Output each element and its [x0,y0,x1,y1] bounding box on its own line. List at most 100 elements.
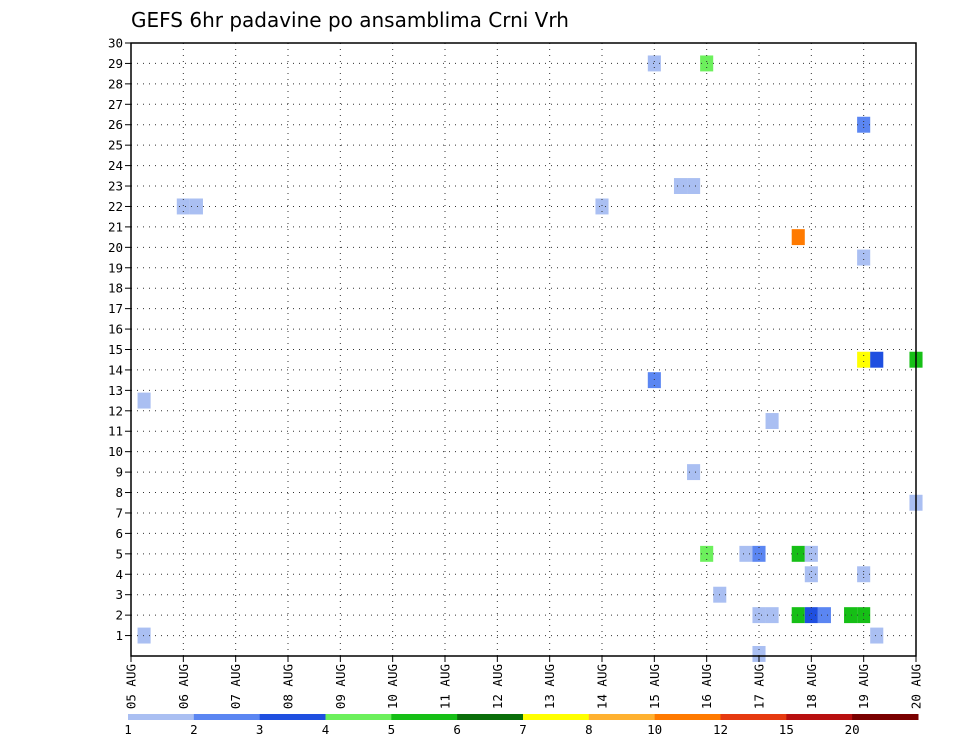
colorbar-swatch [259,714,326,720]
precip-cell [687,464,701,481]
precip-cell [870,351,884,368]
precip-cell [804,607,818,624]
colorbar-swatch [193,714,261,720]
precip-cell [804,566,818,583]
colorbar-label: 5 [388,722,396,737]
colorbar-label: 15 [779,722,794,737]
x-tick-label: 16 AUG [699,664,714,709]
colorbar-swatch [720,714,787,720]
y-tick-label: 15 [108,342,123,357]
colorbar-label: 10 [647,722,662,737]
y-tick-label: 21 [108,219,123,234]
precip-cell [817,607,831,624]
precip-cell [673,178,688,195]
x-tick-label: 05 AUG [124,664,139,709]
y-tick-label: 6 [115,526,123,541]
colorbar-swatch [523,714,590,720]
y-tick-label: 22 [108,199,123,214]
y-tick-label: 18 [108,281,123,296]
x-tick-label: 15 AUG [647,664,662,709]
colorbar-swatch [325,714,392,720]
precip-cell [739,545,753,562]
y-tick-label: 14 [108,362,123,377]
precip-cell [647,55,661,72]
colorbar-swatch [128,714,195,720]
precip-cell [647,372,661,389]
x-tick-label: 18 AUG [804,664,819,709]
x-axis: 05 AUG 06 AUG 07 AUG 08 AUG 09 AUG 10 AUG 11 A… [124,656,924,709]
colorbar-label: 4 [322,722,330,737]
colorbar-swatch [457,714,524,720]
precip-cell [700,55,714,72]
colorbar-swatch [786,714,853,720]
colorbar-label: 20 [845,722,860,737]
precip-cell [687,178,701,195]
y-tick-label: 19 [108,260,123,275]
y-tick-label: 8 [115,485,123,500]
y-tick-label: 26 [108,117,123,132]
precip-cell [137,392,151,409]
precip-cell [189,198,203,215]
precip-cell [791,545,805,562]
y-tick-label: 3 [115,587,123,602]
y-tick-label: 5 [115,546,123,561]
data-cells [137,55,923,662]
colorbar-label: 8 [585,722,593,737]
colorbar-label: 3 [256,722,264,737]
y-tick-label: 30 [108,36,123,51]
precip-cell [857,249,871,266]
colorbar-swatch [588,714,656,720]
x-tick-label: 20 AUG [909,664,924,709]
y-tick-label: 20 [108,240,123,255]
y-tick-label: 24 [108,158,123,173]
precip-cell [844,607,858,624]
colorbar-label: 12 [713,722,728,737]
y-tick-label: 23 [108,179,123,194]
y-tick-label: 12 [108,403,123,418]
precip-cell [176,198,190,215]
colorbar-label: 2 [190,722,198,737]
precip-cell [752,645,766,662]
y-tick-label: 13 [108,383,123,398]
precip-cell [752,607,766,624]
x-tick-label: 17 AUG [752,664,767,709]
y-tick-label: 4 [115,567,123,582]
y-tick-label: 1 [115,628,123,643]
colorbar-swatch [852,714,919,720]
x-tick-label: 12 AUG [490,664,505,709]
precip-cell [765,413,779,429]
precip-cell [870,627,884,644]
x-tick-label: 08 AUG [281,664,296,709]
x-tick-label: 14 AUG [595,664,610,709]
y-tick-label: 10 [108,444,123,459]
colorbar-label: 6 [453,722,461,737]
y-tick-label: 17 [108,301,123,316]
colorbar-label: 1 [124,722,132,737]
x-tick-label: 06 AUG [176,664,191,709]
y-tick-label: 29 [108,56,123,71]
y-axis: 1234567891011121314151617181920212223242… [108,36,131,643]
colorbar-label: 7 [519,722,527,737]
y-tick-label: 9 [115,465,123,480]
colorbar-legend: 1 2 3 4 5 6 7 8 10 12 15 20 [124,714,919,737]
colorbar-swatch [391,714,458,720]
y-tick-label: 2 [115,608,123,623]
y-tick-label: 27 [108,97,123,112]
x-tick-label: 09 AUG [333,664,348,709]
precip-cell [791,229,805,246]
x-tick-label: 11 AUG [438,664,453,709]
colorbar-swatch [654,714,721,720]
x-tick-label: 07 AUG [228,664,243,709]
chart-title: GEFS 6hr padavine po ansamblima Crni Vrh [131,8,569,32]
x-tick-label: 13 AUG [542,664,557,709]
y-tick-label: 16 [108,322,123,337]
y-tick-label: 25 [108,138,123,153]
plot-frame [130,42,917,657]
precip-cell [595,198,609,215]
y-tick-label: 7 [115,505,123,520]
x-tick-label: 10 AUG [385,664,400,709]
x-tick-label: 19 AUG [856,664,871,709]
precip-cell [791,607,805,624]
precip-cell [137,627,151,644]
y-tick-label: 11 [108,424,123,439]
